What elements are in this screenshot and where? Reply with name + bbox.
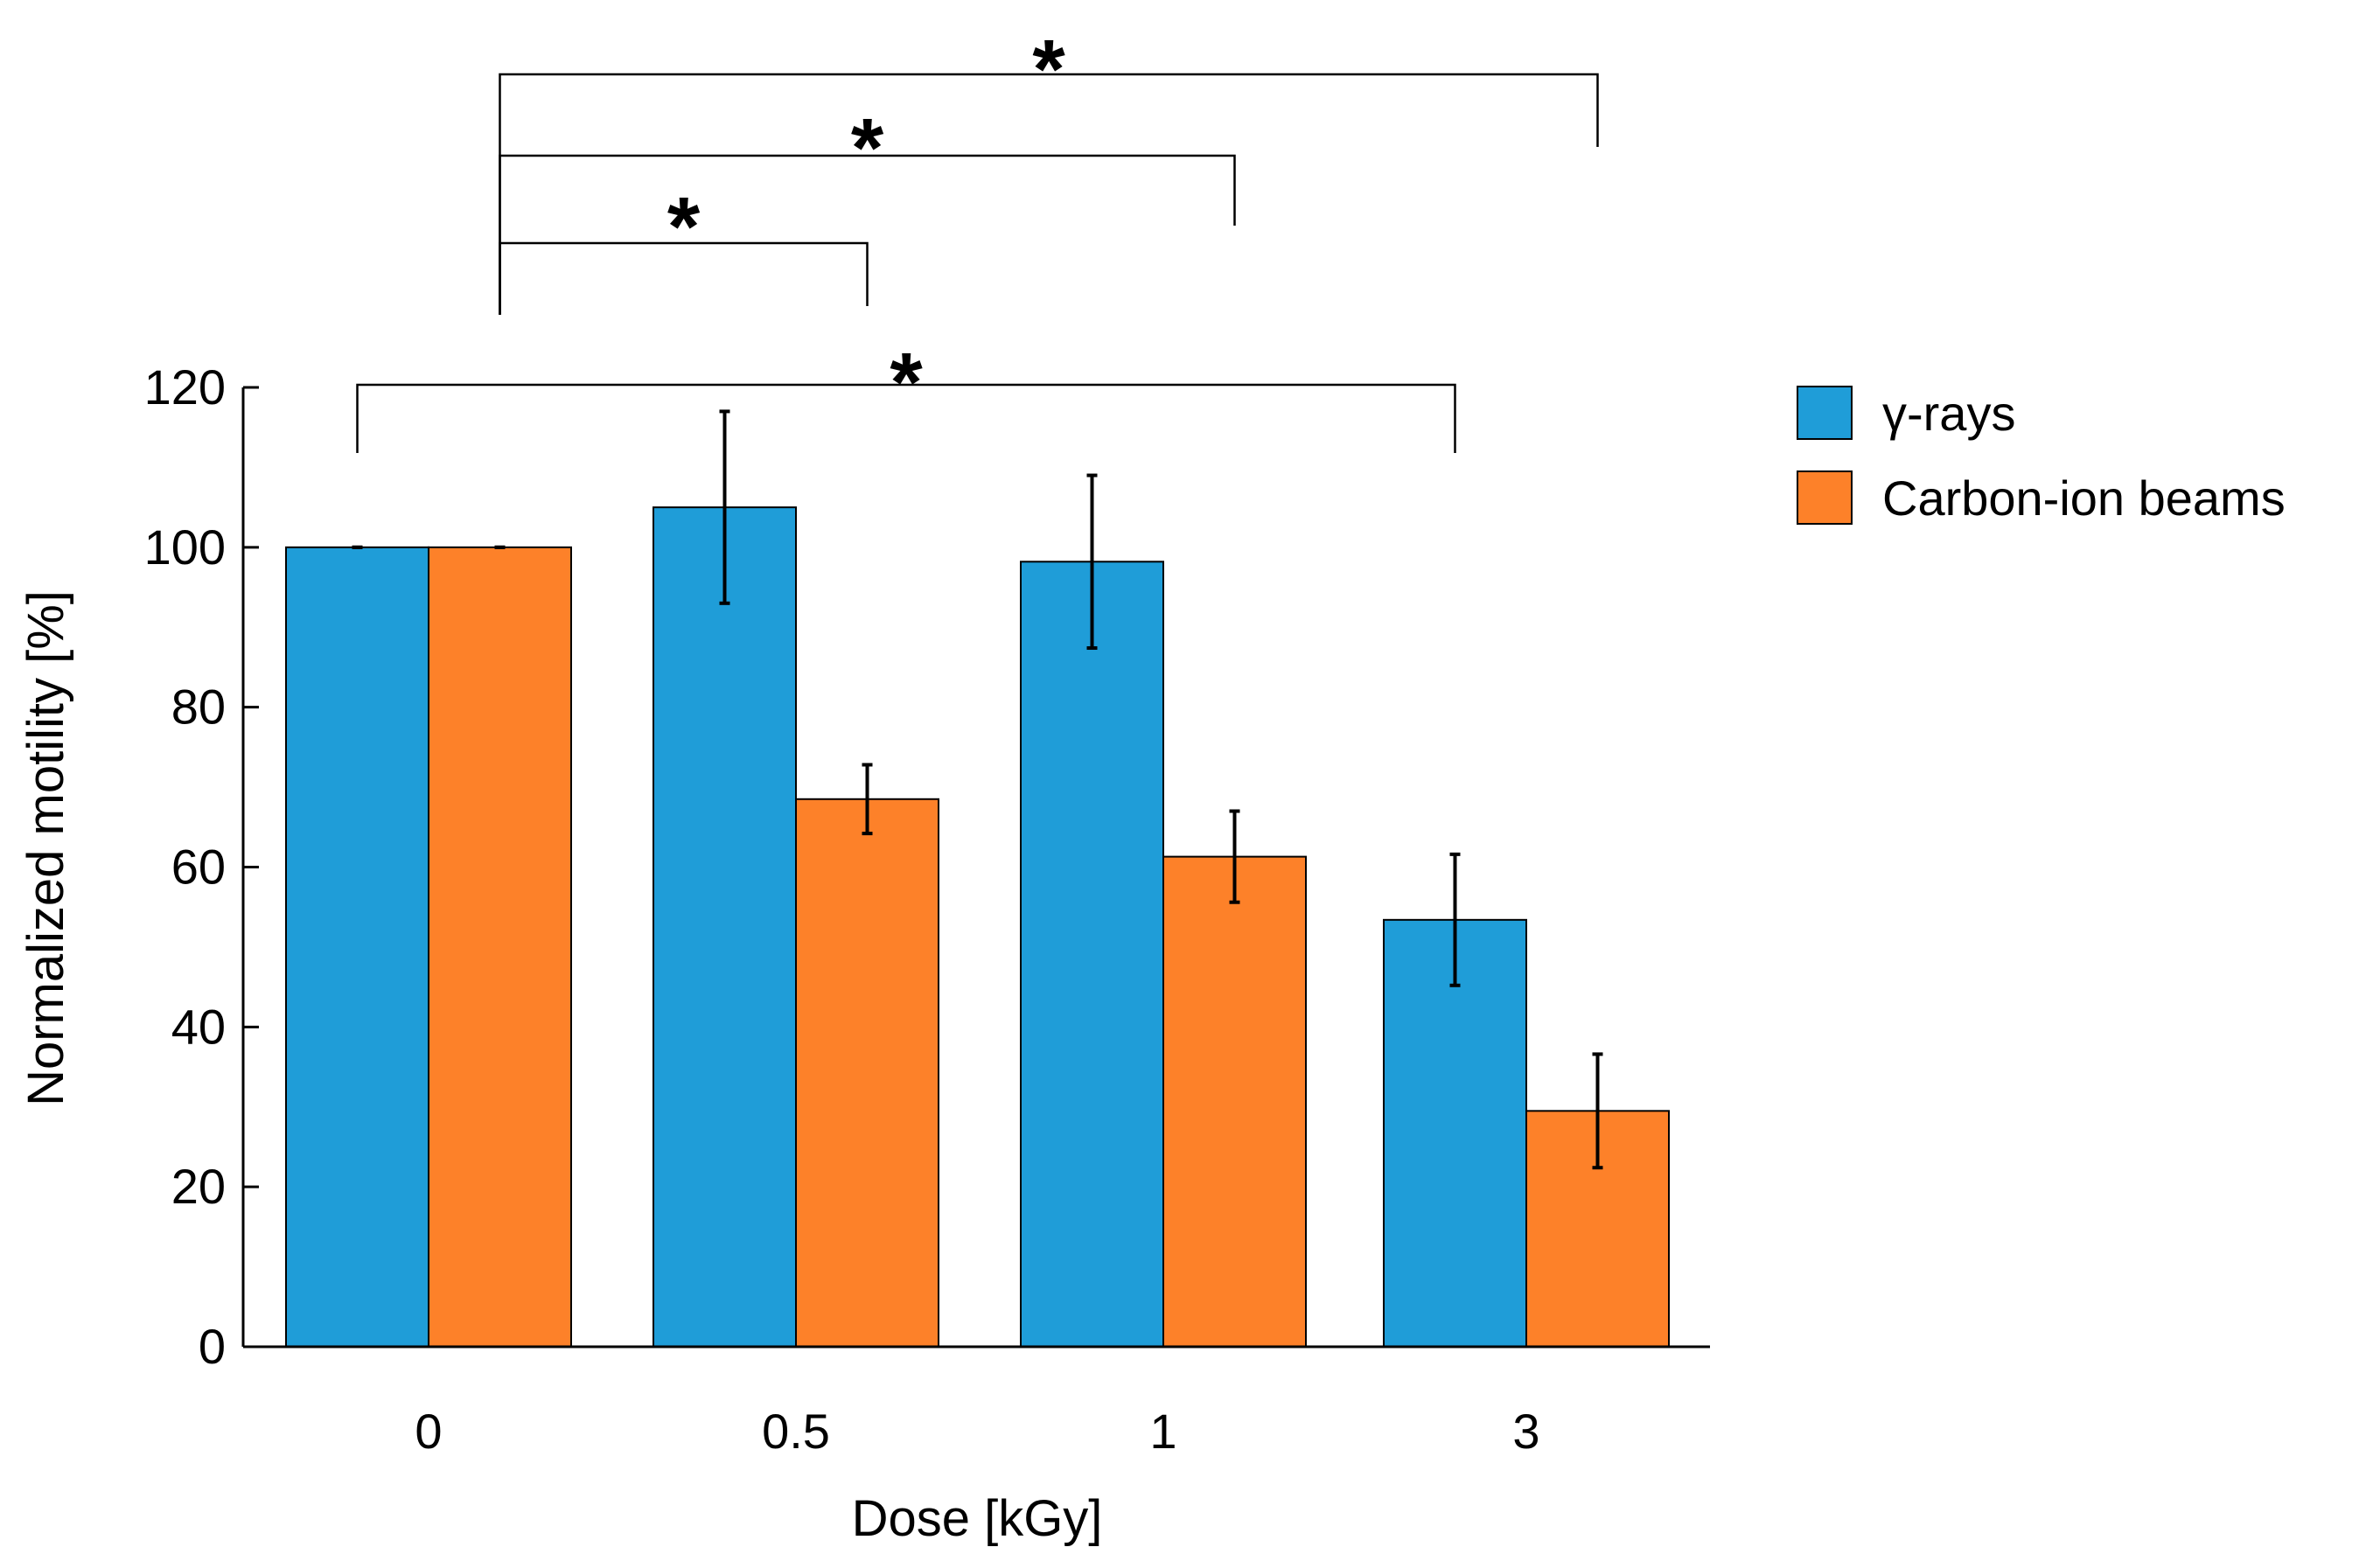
axes: Normalized motility [%] Dose [kGy] bbox=[17, 387, 1710, 1547]
y-tick-label: 60 bbox=[171, 840, 226, 895]
significance-star: * bbox=[851, 101, 884, 195]
bar bbox=[1162, 855, 1307, 1348]
y-tick-label: 0 bbox=[199, 1319, 226, 1374]
x-tick-label: 0.5 bbox=[762, 1404, 830, 1459]
legend-swatch bbox=[1797, 470, 1853, 525]
legend-label: γ-rays bbox=[1882, 386, 2015, 441]
legend: γ-rays Carbon-ion beams bbox=[1797, 386, 2286, 526]
y-tick-label: 80 bbox=[171, 679, 226, 735]
significance-bracket bbox=[499, 73, 1599, 315]
bar bbox=[1020, 561, 1164, 1348]
y-tick-label: 40 bbox=[171, 999, 226, 1054]
y-tick-label: 100 bbox=[144, 519, 226, 575]
bar bbox=[795, 798, 939, 1348]
x-tick-label: 0 bbox=[415, 1404, 442, 1459]
bar bbox=[428, 546, 572, 1348]
bars bbox=[285, 409, 1670, 1348]
bar bbox=[653, 506, 797, 1348]
significance-star: * bbox=[890, 336, 923, 429]
significance-brackets: * * * * bbox=[356, 23, 1599, 453]
significance-star: * bbox=[1032, 23, 1065, 116]
legend-label: Carbon-ion beams bbox=[1882, 470, 2286, 526]
bar bbox=[1383, 918, 1527, 1348]
x-tick-label: 1 bbox=[1149, 1404, 1176, 1459]
bar bbox=[285, 546, 429, 1348]
axis-ticks: 0 20 40 60 80 100 120 0 0.5 1 3 bbox=[144, 359, 1540, 1459]
significance-bracket bbox=[356, 383, 1456, 453]
x-tick-label: 3 bbox=[1512, 1404, 1539, 1459]
y-axis-label: Normalized motility [%] bbox=[17, 590, 74, 1106]
y-tick-label: 20 bbox=[171, 1159, 226, 1214]
y-tick-label: 120 bbox=[144, 359, 226, 415]
x-axis-label: Dose [kGy] bbox=[852, 1490, 1103, 1547]
legend-swatch bbox=[1797, 386, 1853, 440]
significance-star: * bbox=[667, 180, 701, 274]
